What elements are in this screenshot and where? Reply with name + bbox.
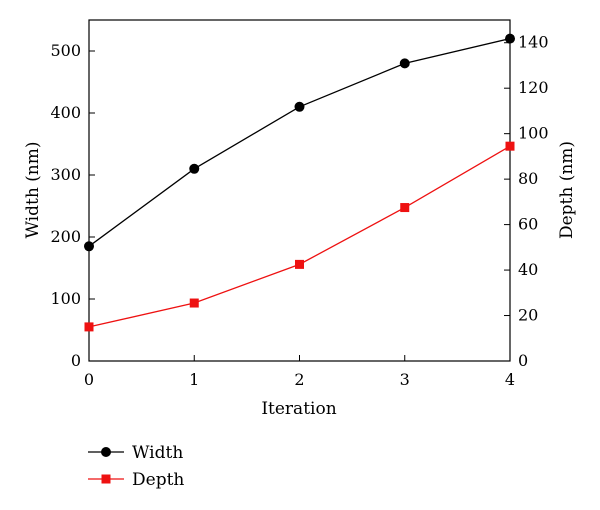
x-tick-label: 2 [294,370,304,389]
depth-series-line [88,145,511,328]
x-axis: 0 1 2 3 4 [84,355,515,389]
y2-tick-label: 80 [518,169,538,188]
y-tick-label: 0 [71,351,81,370]
plot-frame [88,19,511,362]
series-layer [84,33,515,332]
y-axis-left: 0 100 200 300 400 500 [50,41,95,370]
legend: Width Depth [88,443,184,490]
y-tick-label: 500 [50,41,81,60]
legend-width-label: Width [132,443,183,463]
y2-tick-label: 20 [518,306,538,325]
width-series-line [88,37,511,247]
y-tick-label: 100 [50,289,81,308]
legend-width-marker [101,447,111,457]
x-tick-label: 3 [400,370,410,389]
x-axis-title: Iteration [261,399,336,419]
y2-axis-title: Depth (nm) [557,141,577,239]
legend-depth-marker [101,474,111,484]
depth-point-2 [295,259,304,269]
depth-point-3 [400,203,410,213]
y-tick-label: 300 [50,165,81,184]
width-point-4 [505,33,515,44]
depth-point-1 [189,298,199,308]
x-tick-label: 0 [84,370,94,389]
depth-point-0 [84,322,94,332]
y2-tick-label: 40 [518,260,538,279]
y2-tick-label: 0 [518,351,528,370]
y-tick-label: 400 [50,103,81,122]
x-tick-label: 4 [505,370,515,389]
y2-tick-label: 60 [518,215,538,234]
width-point-3 [399,58,410,69]
width-point-0 [84,241,94,252]
y-tick-label: 200 [50,227,81,246]
y2-tick-label: 140 [518,33,549,52]
depth-point-4 [505,141,515,151]
legend-depth-label: Depth [132,470,184,490]
width-point-1 [189,163,200,174]
y-axis-right: 0 20 40 60 80 100 120 140 [504,33,549,370]
y2-tick-label: 120 [518,78,549,97]
y2-tick-label: 100 [518,124,549,143]
y-axis-title: Width (nm) [23,141,43,238]
width-point-2 [294,101,305,112]
x-tick-label: 1 [189,370,199,389]
